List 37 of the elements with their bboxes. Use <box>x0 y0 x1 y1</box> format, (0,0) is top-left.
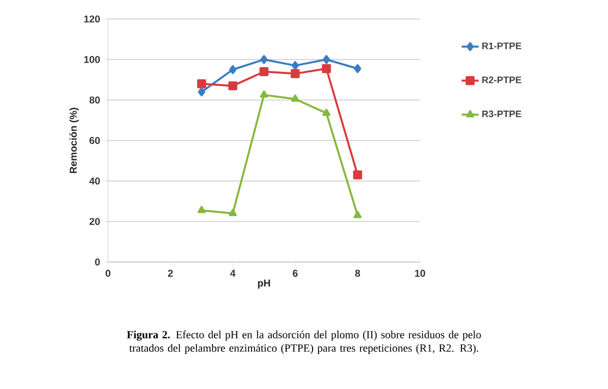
x-axis-title: pH <box>258 280 270 289</box>
x-tick-label: 8 <box>355 270 360 277</box>
point <box>260 55 268 64</box>
point <box>197 79 206 88</box>
x-tick-label: 4 <box>230 270 236 277</box>
y-tick-label: 20 <box>89 218 100 226</box>
point <box>260 90 268 98</box>
text: Figura 2. Efecto del pH en la adsorción del plomo (II) sobre residuos de pelo tratados del pelambre enzimático (PTPE) para tres repeticiones (R1, R2. R3). <box>126 330 481 354</box>
x-tick-label: 6 <box>292 270 298 277</box>
y-tick-label: 80 <box>89 96 100 104</box>
y-tick-label: 40 <box>89 177 100 185</box>
point <box>228 208 237 216</box>
point <box>354 210 362 218</box>
point <box>198 87 206 96</box>
point <box>353 170 362 180</box>
point <box>229 65 236 74</box>
x-tick-label: 0 <box>106 270 110 277</box>
point <box>291 94 300 102</box>
legend-label: R1-PTPE <box>482 42 522 50</box>
point <box>198 206 206 214</box>
point <box>322 108 330 116</box>
y-tick-label: 60 <box>90 136 100 144</box>
point <box>322 64 331 74</box>
y-tick-label: 0 <box>95 258 100 266</box>
y-tick-label: 100 <box>84 56 100 64</box>
point <box>290 69 300 78</box>
x-tick-label: 2 <box>168 270 173 277</box>
y-axis-title: Remoción (%) <box>69 108 79 174</box>
point <box>292 61 299 70</box>
point <box>322 55 330 64</box>
point <box>354 64 362 74</box>
x-tick-label: 10 <box>415 270 426 277</box>
legend-label: R3-PTPE <box>482 110 522 118</box>
point <box>228 81 238 90</box>
legend-label: R2-PTPE <box>482 76 522 84</box>
y-tick-label: 120 <box>84 15 100 23</box>
point <box>260 67 268 76</box>
